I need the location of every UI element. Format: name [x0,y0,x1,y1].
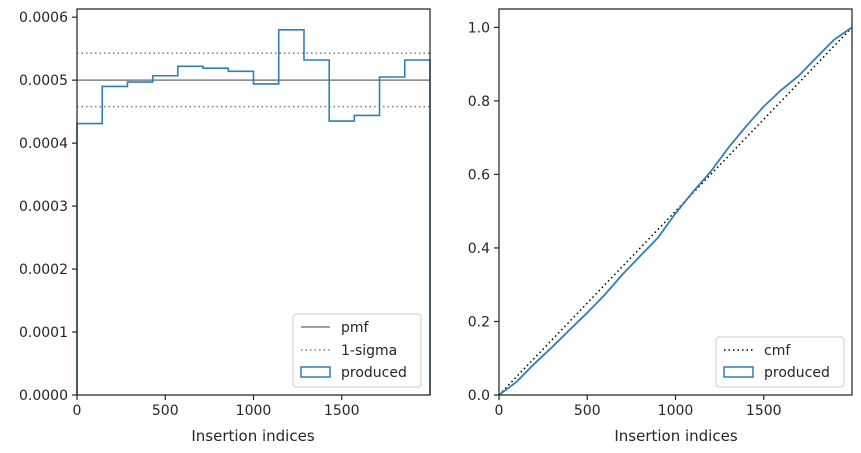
plot-series [76,28,431,395]
legend-cmf-label: cmf [764,343,791,359]
cumulative-panel: 0 500 1000 1500 0.0 0.2 0.4 0.6 0.8 1.0 Insertion… [468,8,853,445]
legend-pmf-label: pmf [341,320,370,336]
plot-series [498,26,853,396]
y-tick-label: 0.0002 [19,262,68,278]
y-tick-label: 0.8 [468,94,490,110]
y-tick-label: 0.0001 [19,325,68,341]
y-tick-label: 0.0003 [19,199,68,215]
y-tick-label: 0.4 [468,241,490,257]
y-tick-label: 0.0004 [19,136,68,152]
x-tick-label: 500 [574,403,601,419]
y-tick-label: 0.6 [468,167,490,183]
axis-ticks: 0 500 1000 1500 0.0000 0.0001 0.0002 0.0003 0.00… [19,10,360,419]
x-tick-label: 1500 [324,403,360,419]
x-tick-label: 1500 [746,403,782,419]
x-tick-label: 500 [152,403,179,419]
x-axis-title: Insertion indices [614,427,737,445]
x-tick-label: 0 [73,403,82,419]
legend: pmf 1-sigma produced [292,313,422,388]
axis-ticks: 0 500 1000 1500 0.0 0.2 0.4 0.6 0.8 1.0 [468,20,782,419]
x-axis-title: Insertion indices [191,427,314,445]
y-tick-label: 0.0006 [19,10,68,26]
y-tick-label: 0.2 [468,314,490,330]
x-tick-label: 1000 [236,403,272,419]
y-tick-label: 0.0000 [19,388,68,404]
legend-produced-label: produced [341,365,407,381]
legend-produced-swatch [723,366,754,378]
x-tick-label: 0 [495,403,504,419]
histogram-panel: 0 500 1000 1500 0.0000 0.0001 0.0002 0.0003 0.00… [19,8,431,445]
produced-histogram-step [76,28,431,395]
y-tick-label: 0.0005 [19,73,68,89]
legend-box [292,313,422,388]
legend-sigma-label: 1-sigma [341,343,397,359]
y-tick-label: 1.0 [468,20,490,36]
y-tick-label: 0.0 [468,388,490,404]
legend-produced-label: produced [764,365,830,381]
legend-produced-swatch [300,366,331,378]
x-tick-label: 1000 [658,403,694,419]
produced-cumulative-line [498,26,853,396]
legend: cmf produced [715,336,845,388]
